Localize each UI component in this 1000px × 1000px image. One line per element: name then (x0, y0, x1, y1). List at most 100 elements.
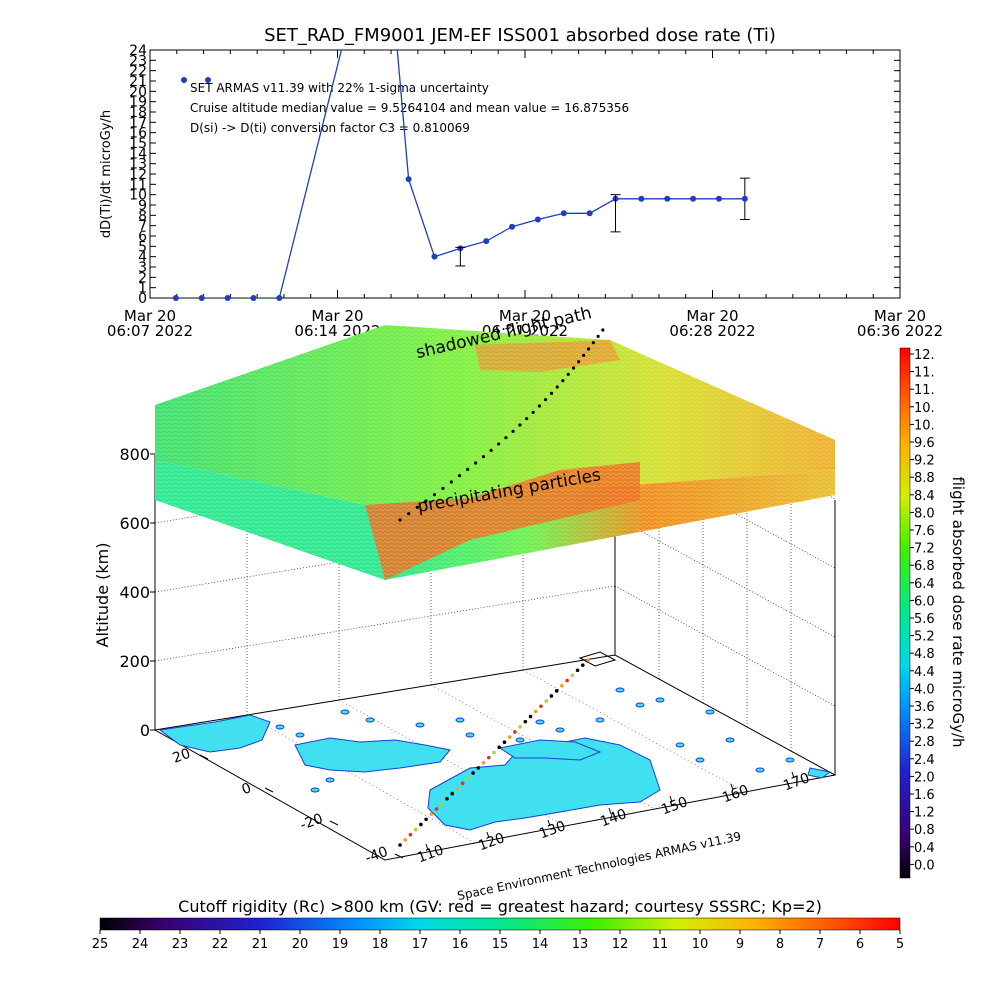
island (310, 787, 320, 793)
y-tick-label: 5 (138, 239, 147, 255)
bottom-colorbar-tick-label: 25 (92, 937, 109, 952)
ground-track-point (429, 812, 434, 816)
y-tick-label: 24 (129, 43, 147, 59)
track-end-marker (578, 651, 617, 667)
island (465, 732, 475, 738)
bottom-colorbar-tick-label: 10 (692, 937, 709, 952)
lon-tick (425, 843, 429, 851)
lon-tick-label: 130 (537, 818, 568, 842)
right-colorbar-tick-label: 6.8 (914, 559, 935, 574)
ground-track-point (476, 766, 481, 770)
ground-track-point (419, 822, 423, 827)
right-colorbar-tick-label: 1.6 (914, 788, 935, 803)
flight-path-point (424, 499, 428, 503)
lon-tick (730, 783, 734, 791)
island (595, 717, 605, 723)
y-tick-label: 7 (138, 219, 147, 235)
ground-track-point (450, 791, 455, 796)
right-colorbar-ticks: 12. 11. 11. 10. 10. 9.6 9.2 8.8 8.4 8.0 7.6 7.2 6.8 6… (910, 348, 935, 873)
z-tick-label: 0 (140, 721, 150, 740)
flight-path-point (561, 379, 565, 383)
bottom-colorbar-tick-label: 11 (652, 937, 669, 952)
floor-plane (153, 654, 837, 861)
data-point (276, 295, 283, 301)
ground-track-point (528, 714, 533, 719)
ground-track-point (439, 802, 444, 806)
flight-path-point (525, 417, 529, 421)
lon-tick-label: 140 (598, 806, 629, 830)
land-papua (498, 739, 602, 761)
top-y-axis-label: dD(Ti)/dt microGy/h (99, 110, 114, 238)
flight-path-point (441, 486, 445, 490)
z-tick-label: 800 (119, 445, 150, 464)
lon-tick-label: 150 (659, 794, 690, 818)
bottom-colorbar-ticks: 25 24 23 22 21 20 19 18 17 16 15 14 13 12 11 10 9 8 7 6 5 (92, 930, 904, 952)
bottom-colorbar-tick-label: 7 (816, 937, 824, 952)
data-point (483, 238, 490, 245)
data-point (560, 210, 567, 217)
y-tick-label: 10 (129, 188, 147, 204)
data-point (741, 195, 748, 202)
ground-track-point (497, 745, 502, 750)
ground-track-point (481, 760, 486, 765)
right-colorbar-tick-label: 2.0 (914, 770, 935, 785)
bottom-colorbar-tick-label: 22 (212, 937, 229, 952)
x-tick-time: 06:36 2022 (857, 322, 943, 340)
y-tick-label: 3 (138, 260, 147, 276)
x-tick-date: Mar 20 (874, 307, 926, 325)
ground-track-point (455, 786, 460, 791)
lat-tick-label: 20 (171, 746, 193, 767)
right-colorbar-tick-label: 9.6 (914, 436, 935, 451)
right-colorbar-tick-label: 8.0 (914, 506, 935, 521)
chart-title: SET_RAD_FM9001 JEM-EF ISS001 absorbed do… (264, 25, 776, 46)
x-tick-date: Mar 20 (311, 307, 363, 325)
y-tick-label: 8 (138, 208, 147, 224)
ground-track-point (460, 781, 465, 786)
island (675, 742, 685, 748)
y-tick-label: 9 (138, 198, 147, 214)
flight-path-point (571, 366, 576, 370)
island (515, 737, 525, 743)
island (725, 737, 735, 743)
flight-path-point (511, 429, 515, 433)
bottom-colorbar-tick-label: 9 (736, 937, 744, 952)
right-colorbar-tick-label: 5.2 (914, 630, 935, 645)
data-point (638, 195, 645, 202)
latitude-ticks: 20 0 -20 -40 (171, 746, 404, 867)
legend: SET ARMAS v11.39 with 22% 1-sigma uncert… (181, 77, 629, 135)
flight-path-point (457, 474, 462, 478)
right-colorbar-tick-label: 11. (914, 383, 935, 398)
bottom-colorbar-title: Cutoff rigidity (Rc) >800 km (GV: red = … (178, 897, 822, 916)
lat-tick-label: -40 (363, 844, 390, 867)
land-asia (158, 714, 271, 753)
grid-line (154, 585, 616, 662)
lon-tick-label: 160 (720, 782, 751, 806)
island (555, 727, 565, 733)
bottom-colorbar-tick-label: 16 (452, 937, 469, 952)
right-colorbar (899, 347, 911, 879)
bottom-colorbar (99, 917, 901, 931)
flight-path-point (591, 341, 595, 345)
island (695, 757, 705, 763)
right-colorbar-tick-label: 10. (914, 418, 935, 433)
y-tick-label: 21 (129, 74, 147, 90)
data-point (586, 210, 593, 217)
flight-path-point (504, 436, 508, 440)
bottom-colorbar-tick-label: 6 (856, 937, 864, 952)
y-tick-label: 13 (129, 157, 147, 173)
slab-texture (155, 325, 835, 580)
bottom-colorbar-tick-label: 21 (252, 937, 269, 952)
annotation-uncertainty: SET ARMAS v11.39 with 22% 1-sigma uncert… (190, 81, 489, 95)
lon-tick-label: 170 (781, 770, 812, 794)
data-point (534, 216, 541, 223)
flight-path-point (474, 461, 478, 465)
ground-track (398, 658, 590, 847)
particle-slab (155, 325, 835, 580)
data-point (509, 223, 516, 230)
flight-path-point (407, 512, 411, 516)
ground-track-point (533, 709, 538, 714)
island (785, 757, 795, 763)
right-colorbar-tick-label: 2.8 (914, 735, 935, 750)
data-point (172, 295, 179, 301)
